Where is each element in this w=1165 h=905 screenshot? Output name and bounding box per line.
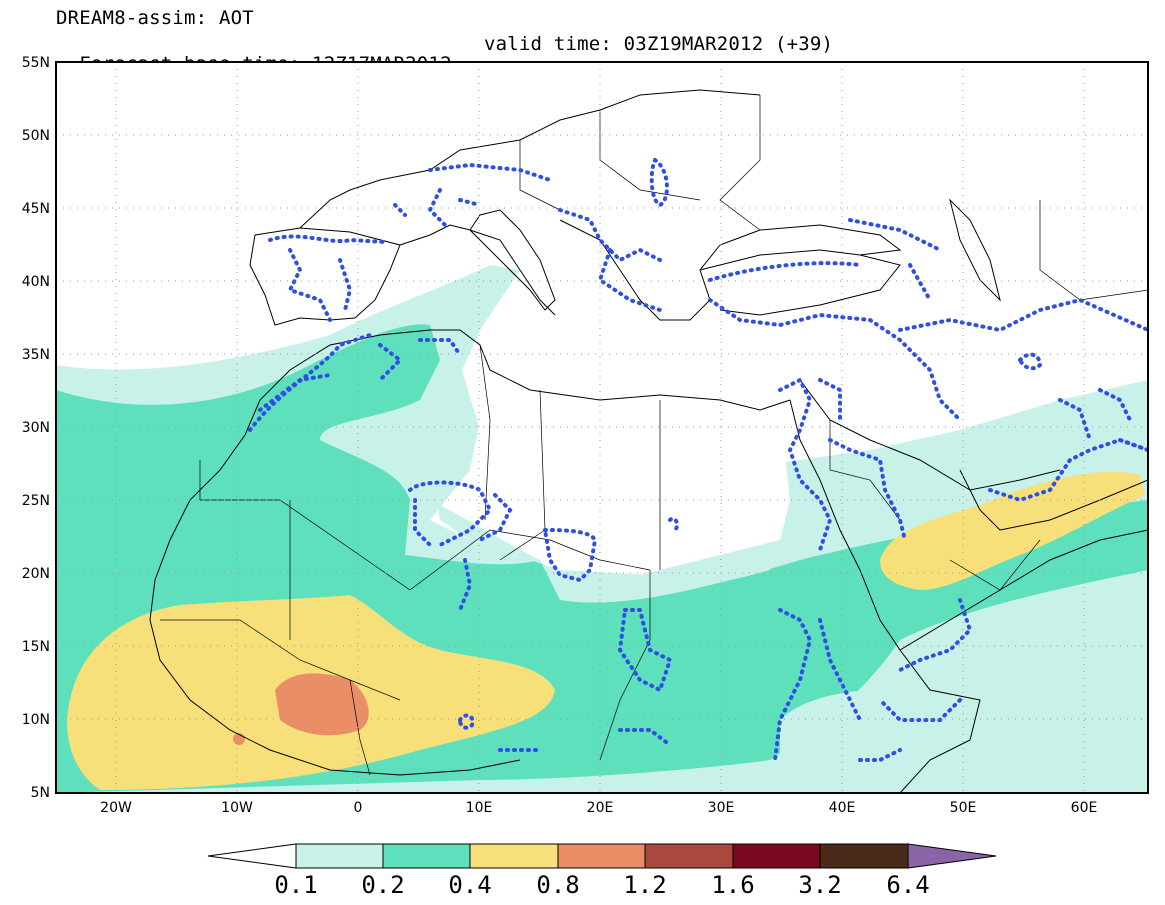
- lat-label: 40N: [22, 274, 50, 290]
- colorbar-label: 0.2: [361, 871, 404, 899]
- lat-label: 5N: [31, 785, 50, 801]
- lat-label: 50N: [22, 128, 50, 144]
- lat-label: 15N: [22, 639, 50, 655]
- colorbar-high-arrow: [907, 843, 997, 869]
- colorbar-label: 6.4: [886, 871, 929, 899]
- lon-label: 40E: [829, 800, 856, 816]
- lon-label: 60E: [1071, 800, 1098, 816]
- colorbar-swatch: [732, 843, 821, 869]
- lon-label: 20E: [587, 800, 614, 816]
- lon-label: 0: [354, 800, 363, 816]
- colorbar-label: 0.1: [274, 871, 317, 899]
- lon-label: 10W: [221, 800, 253, 816]
- lon-label: 10E: [466, 800, 493, 816]
- dotted-contours: [248, 158, 1148, 762]
- colorbar-labels: 0.1 0.2 0.4 0.8 1.2 1.6 3.2 6.4: [274, 871, 929, 899]
- colorbar-swatch: [382, 843, 471, 869]
- valid-time-label: valid time: 03Z19MAR2012 (+39): [484, 33, 834, 55]
- lat-label: 45N: [22, 201, 50, 217]
- map-title: DREAM8-assim: AOT: [56, 7, 254, 29]
- colorbar-swatch: [557, 843, 646, 869]
- aot-hole: [409, 400, 980, 793]
- colorbar-label: 1.2: [623, 871, 666, 899]
- colorbar: [207, 843, 997, 869]
- aot-clear-region: [430, 370, 790, 575]
- longitude-labels: 20W 10W 0 10E 20E 30E 40E 50E 60E: [100, 800, 1097, 816]
- colorbar-low-arrow: [207, 843, 297, 869]
- lon-label: 50E: [950, 800, 977, 816]
- lat-label: 25N: [22, 493, 50, 509]
- latitude-labels: 55N 50N 45N 40N 35N 30N 25N 20N 15N 10N …: [22, 55, 50, 801]
- colorbar-swatch: [644, 843, 734, 869]
- colorbar-label: 3.2: [798, 871, 841, 899]
- colorbar-swatch: [819, 843, 909, 869]
- colorbar-swatch: [295, 843, 384, 869]
- plot-frame: [55, 61, 1149, 794]
- lat-label: 10N: [22, 712, 50, 728]
- coastlines: [149, 89, 1148, 793]
- aot-band-0.8-1.2: [233, 673, 369, 745]
- lat-label: 55N: [22, 55, 50, 71]
- graticule: [56, 62, 1148, 793]
- borders: [160, 95, 1148, 776]
- lat-label: 30N: [22, 420, 50, 436]
- lon-label: 30E: [708, 800, 735, 816]
- colorbar-swatch: [469, 843, 559, 869]
- lat-label: 20N: [22, 566, 50, 582]
- lat-label: 35N: [22, 347, 50, 363]
- lon-label: 20W: [100, 800, 132, 816]
- colorbar-label: 0.4: [448, 871, 491, 899]
- colorbar-label: 0.8: [536, 871, 579, 899]
- colorbar-label: 1.6: [711, 871, 754, 899]
- plot-area: [56, 62, 1148, 793]
